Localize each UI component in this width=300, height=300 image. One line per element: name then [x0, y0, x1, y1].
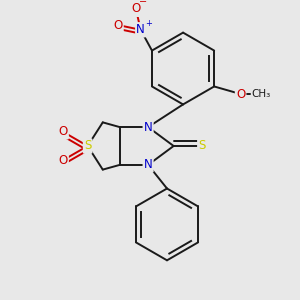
Text: N: N: [136, 23, 145, 36]
Text: S: S: [198, 140, 206, 152]
Text: O: O: [58, 125, 68, 138]
Text: CH₃: CH₃: [252, 89, 271, 99]
Text: O: O: [236, 88, 245, 100]
Text: +: +: [145, 19, 152, 28]
Text: O: O: [58, 154, 68, 167]
Text: O: O: [113, 19, 123, 32]
Text: N: N: [144, 158, 152, 171]
Text: O: O: [131, 2, 140, 16]
Text: −: −: [140, 0, 148, 8]
Text: N: N: [144, 121, 152, 134]
Text: S: S: [84, 140, 91, 152]
